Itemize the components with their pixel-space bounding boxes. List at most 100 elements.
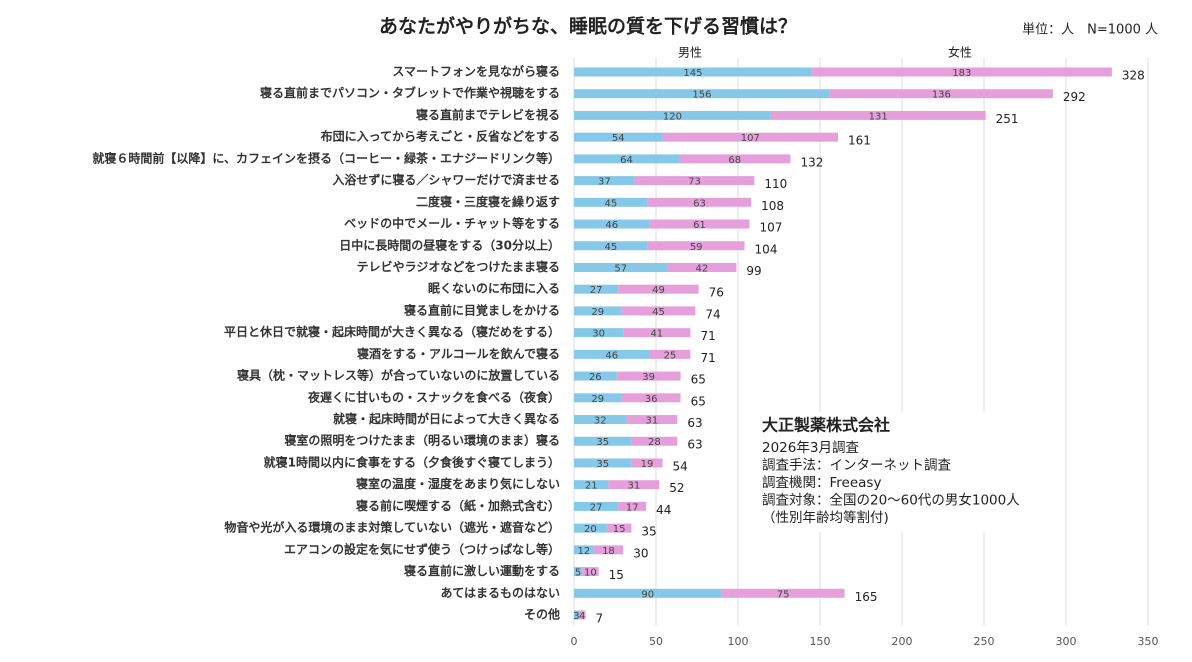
segment-label: 35 <box>596 459 609 470</box>
segment-label: 27 <box>590 285 603 296</box>
bar-segment <box>574 67 812 77</box>
bar-segment <box>574 219 650 229</box>
segment-label: 45 <box>605 242 618 253</box>
segment-label: 20 <box>584 524 597 535</box>
segment-label: 26 <box>589 372 602 383</box>
bar-segment <box>574 545 594 555</box>
segment-label: 15 <box>613 524 626 535</box>
total-label: 110 <box>764 177 787 191</box>
legend-label: 男性 <box>678 46 702 60</box>
total-label: 161 <box>848 134 871 148</box>
segment-label: 5 <box>575 568 581 579</box>
y-tick-label: 寝室の照明をつけたまま（明るい環境のまま）寝る <box>284 433 560 448</box>
segment-label: 12 <box>577 546 590 557</box>
bar-segment <box>574 241 648 251</box>
bar-segment <box>574 523 607 533</box>
unit-note: 単位：人 N=1000 人 <box>1022 22 1158 38</box>
bar-segment <box>618 501 647 511</box>
bar-segment <box>647 241 745 251</box>
bar-segment <box>770 110 986 120</box>
total-label: 44 <box>656 503 671 517</box>
x-tick-label: 300 <box>1056 635 1077 648</box>
total-label: 63 <box>687 416 702 430</box>
total-label: 165 <box>855 590 878 604</box>
y-tick-label: あてはまるものはない <box>440 586 560 600</box>
bar-segment <box>574 567 583 577</box>
chart-title: あなたがやりがちな、睡眠の質を下げる習慣は？ <box>379 15 797 38</box>
y-tick-label: 寝る直前までパソコン・タブレットで作業や視聴をする <box>260 85 560 100</box>
total-label: 76 <box>709 286 724 300</box>
bar-segment <box>721 588 845 598</box>
total-label: 52 <box>669 481 684 495</box>
y-tick-label: テレビやラジオなどをつけたまま寝る <box>357 259 560 274</box>
bar-segment <box>662 132 839 142</box>
y-tick-label: ベッドの中でメール・チャット等をする <box>344 216 560 231</box>
segment-label: 145 <box>683 68 702 79</box>
total-label: 7 <box>595 612 603 626</box>
total-label: 71 <box>700 329 715 343</box>
total-label: 251 <box>996 112 1019 126</box>
segment-label: 31 <box>627 481 640 492</box>
x-tick-label: 350 <box>1138 635 1159 648</box>
total-label: 35 <box>641 525 656 539</box>
bar-segment <box>574 393 622 403</box>
segment-label: 29 <box>591 394 604 405</box>
bar-segment <box>574 415 627 425</box>
bar-segment <box>574 154 679 164</box>
segment-label: 19 <box>641 459 654 470</box>
y-tick-label: 眠くないのに布団に入る <box>428 281 560 296</box>
y-tick-label: 寝室の温度・湿度をあまり気にしない <box>356 476 560 491</box>
bar-segment <box>626 415 678 425</box>
annotation-line: 2026年3月調査 <box>762 440 859 456</box>
total-label: 328 <box>1122 69 1145 83</box>
x-tick-label: 150 <box>810 635 831 648</box>
x-tick-label: 250 <box>974 635 995 648</box>
segment-label: 21 <box>585 481 598 492</box>
bar-segment <box>574 458 632 468</box>
y-tick-label: 寝る直前に激しい運動をする <box>404 563 560 578</box>
segment-label: 32 <box>594 416 607 427</box>
segment-label: 136 <box>932 90 951 101</box>
bar-segment <box>574 284 619 294</box>
bar-segment <box>616 371 681 381</box>
y-tick-label: スマートフォンを見ながら寝る <box>392 64 560 79</box>
segment-label: 183 <box>952 68 971 79</box>
segment-label: 120 <box>663 111 682 122</box>
segment-label: 46 <box>605 350 618 361</box>
y-tick-label: 日中に長時間の昼寝をする（30分以上） <box>339 237 560 252</box>
bar-segment <box>667 262 737 272</box>
y-tick-label: 寝る直前までテレビを視る <box>416 107 560 122</box>
segment-label: 25 <box>664 350 677 361</box>
segment-label: 57 <box>614 263 627 274</box>
bar-segment <box>647 197 752 207</box>
segment-label: 30 <box>592 329 605 340</box>
segment-label: 36 <box>645 394 658 405</box>
bar-segment <box>574 610 579 620</box>
segment-label: 63 <box>693 198 706 209</box>
annotation-line: （性別年齢均等割付) <box>762 509 889 526</box>
bar-segment <box>634 176 755 186</box>
y-tick-label: 布団に入ってから考えごと・反省などをする <box>321 129 560 144</box>
total-label: 292 <box>1063 90 1086 104</box>
segment-label: 73 <box>688 177 701 188</box>
segment-label: 39 <box>642 372 655 383</box>
segment-label: 41 <box>650 329 663 340</box>
segment-label: 156 <box>692 90 711 101</box>
total-label: 132 <box>800 155 823 169</box>
segment-label: 45 <box>652 307 665 318</box>
segment-label: 131 <box>869 111 888 122</box>
total-label: 107 <box>759 221 782 235</box>
x-tick-label: 0 <box>571 635 578 648</box>
x-tick-label: 200 <box>892 635 913 648</box>
y-tick-label: 寝る直前に目覚ましをかける <box>404 302 560 317</box>
annotation-line: 調査機関：Freeasy <box>762 475 881 491</box>
y-tick-label: 二度寝・三度寝を繰り返す <box>416 194 560 209</box>
segment-label: 37 <box>598 177 611 188</box>
y-tick-label: 寝具（枕・マットレス等）が合っていないのに放置している <box>237 368 560 383</box>
y-tick-label: 寝酒をする・アルコールを飲んで寝る <box>357 346 560 361</box>
segment-label: 29 <box>591 307 604 318</box>
y-tick-label: エアコンの設定を気にせず使う（つけっぱなし等） <box>284 541 560 556</box>
segment-label: 4 <box>579 611 585 622</box>
bar-segment <box>649 219 750 229</box>
bar-segment <box>574 328 624 338</box>
